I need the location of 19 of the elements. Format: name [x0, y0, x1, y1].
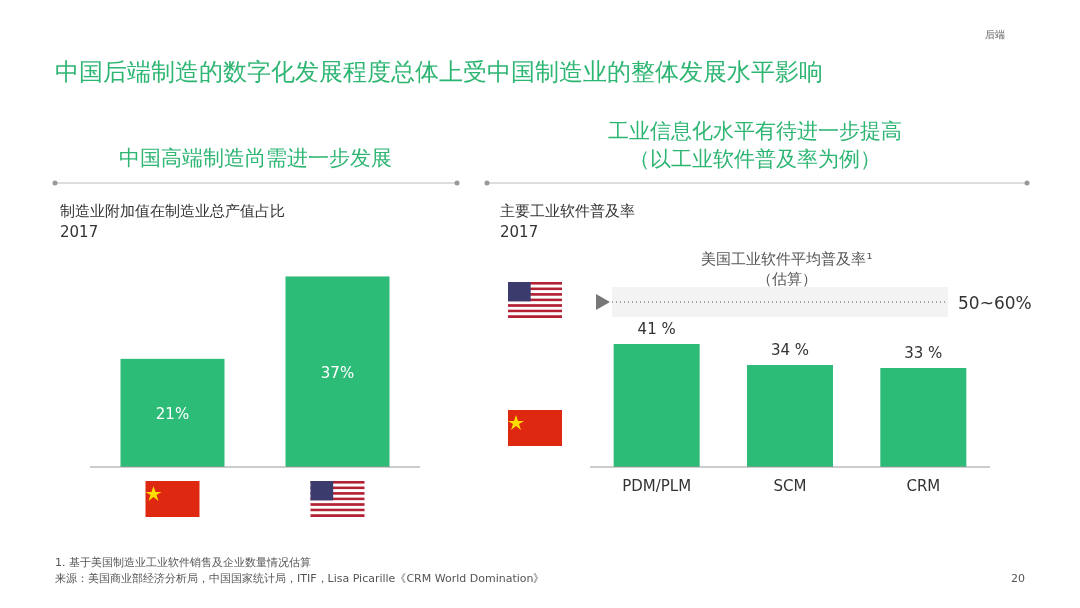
x-tick-label: CRM	[906, 477, 941, 495]
data-label: 41 %	[637, 320, 676, 338]
text: 后端	[985, 29, 1005, 40]
chart-title: 中国高端制造尚需进一步发展	[118, 146, 392, 170]
text: 美国工业软件平均普及率¹ （估算）	[701, 250, 873, 288]
data-label: 21%	[155, 404, 190, 423]
chart-subtitle: 主要工业软件普及率 2017	[500, 202, 635, 241]
text: 1. 基于美国制造业工业软件销售及企业数量情况估算	[55, 556, 311, 569]
data-label: 37%	[320, 363, 355, 382]
data-label: 33 %	[904, 344, 943, 362]
source-note: 来源：美国商业部经济分析局，中国国家统计局，ITIF，Lisa Picarille《CRM World Domination》	[55, 572, 545, 585]
text: 20	[1011, 572, 1025, 585]
data-label: 34 %	[770, 341, 810, 359]
x-tick-label: PDM/PLM	[622, 477, 692, 495]
text: 中国后端制造的数字化发展程度总体上受中国制造业的整体发展水平影响	[55, 58, 823, 86]
band-label: 50~60%	[958, 293, 1032, 313]
x-tick-label: SCM	[773, 477, 807, 495]
chart-title: 工业信息化水平有待进一步提高（以工业软件普及率为例）	[608, 119, 902, 171]
chart-subtitle: 制造业附加值在制造业总产值占比 2017	[60, 202, 285, 241]
